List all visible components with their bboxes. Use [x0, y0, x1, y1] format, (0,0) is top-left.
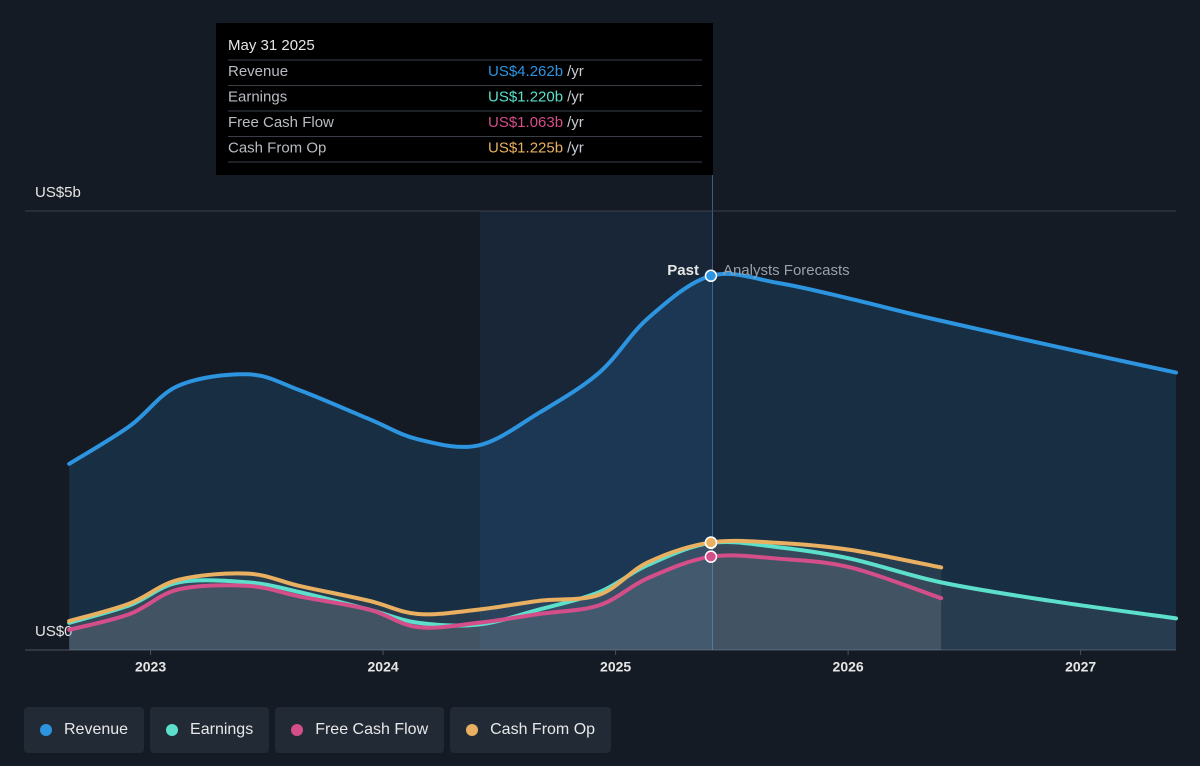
x-tick-label: 2023 [135, 659, 166, 675]
x-tick-label: 2025 [600, 659, 631, 675]
tooltip-title: May 31 2025 [228, 37, 315, 54]
legend: Revenue Earnings Free Cash Flow Cash From O… [24, 707, 612, 753]
tooltip-unit: /yr [567, 63, 584, 80]
chart: May 31 2025 Revenue US$4.262b/yr Earnings US… [25, 23, 1178, 675]
series-line [67, 539, 1178, 628]
tooltip-name: Earnings [228, 88, 287, 105]
y-tick-label: US$0 [35, 623, 73, 640]
forecast-label: Analysts Forecasts [723, 262, 850, 279]
point-marker [704, 536, 718, 549]
tooltip-box [216, 23, 713, 175]
tooltip-value-label: US$4.262b [488, 63, 563, 80]
x-tick-label: 2024 [368, 659, 399, 675]
past-label: Past [667, 262, 699, 279]
tooltip-name: Revenue [228, 63, 288, 80]
legend-item[interactable]: Earnings [150, 707, 270, 753]
legend-swatch [40, 724, 52, 736]
x-tick-label: 2026 [833, 659, 864, 675]
tooltip-value-label: US$1.225b [488, 139, 563, 156]
past-year-band [480, 211, 712, 650]
tooltip-value: US$1.063b/yr [488, 114, 584, 131]
legend-item[interactable]: Cash From Op [450, 707, 612, 753]
tooltip-name: Cash From Op [228, 139, 326, 156]
tooltip-name: Free Cash Flow [228, 114, 334, 131]
tooltip-unit: /yr [567, 114, 584, 131]
series-area [69, 540, 942, 650]
legend-swatch [166, 724, 179, 736]
x-tick-label: 2027 [1065, 659, 1096, 675]
series-line [67, 553, 944, 632]
tooltip-value: US$1.220b/yr [488, 88, 584, 105]
series-area [69, 273, 1176, 650]
legend-swatch [466, 724, 479, 736]
legend-label: Revenue [64, 721, 129, 738]
series-area [69, 555, 942, 650]
tooltip-unit: /yr [567, 88, 584, 105]
tooltip-value: US$4.262b/yr [488, 63, 584, 80]
series-line [67, 271, 1178, 466]
point-marker [704, 269, 718, 283]
point-marker [704, 550, 718, 563]
series-line [67, 538, 944, 624]
series-area [69, 541, 1176, 650]
legend-swatch [291, 724, 304, 736]
tooltip-unit: /yr [567, 139, 584, 156]
tooltip-value: US$1.225b/yr [488, 139, 584, 156]
legend-label: Earnings [190, 721, 254, 738]
y-tick-label: US$5b [35, 184, 81, 201]
tooltip-value-label: US$1.063b [488, 114, 563, 131]
tooltip-value-label: US$1.220b [488, 88, 563, 105]
tooltip: May 31 2025 Revenue US$4.262b/yr Earnings US… [216, 23, 713, 175]
legend-label: Free Cash Flow [315, 721, 429, 738]
legend-item[interactable]: Revenue [24, 707, 145, 753]
legend-item[interactable]: Free Cash Flow [275, 707, 445, 753]
legend-label: Cash From Op [490, 721, 596, 738]
